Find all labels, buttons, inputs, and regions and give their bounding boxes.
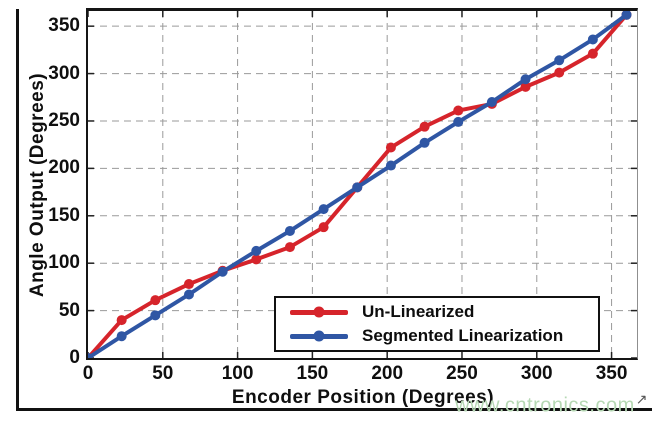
legend-label: Un-Linearized	[362, 302, 475, 321]
axis-ticks	[88, 11, 637, 358]
legend-label: Segmented Linearization	[362, 326, 564, 345]
x-tick-label: 350	[595, 363, 628, 384]
legend-circle-marker-icon	[313, 330, 325, 342]
y-tick-label: 250	[48, 109, 80, 131]
series-markers-segmented	[88, 11, 632, 358]
legend-item-unlinearized: Un-Linearized	[290, 302, 598, 322]
y-tick-label: 150	[48, 204, 80, 226]
watermark: www.cntronics.com↗	[455, 391, 648, 418]
y-tick-label: 200	[48, 157, 80, 179]
x-tick-label: 50	[152, 363, 174, 384]
y-tick-label: 350	[48, 15, 80, 37]
x-tick-label: 0	[82, 363, 94, 384]
y-tick-label: 100	[48, 252, 80, 274]
y-tick-label: 50	[58, 299, 80, 321]
legend-line-sample-blue	[290, 330, 348, 342]
x-tick-label: 100	[221, 363, 254, 384]
x-tick-label: 250	[446, 363, 478, 384]
x-tick-label: 300	[520, 363, 553, 384]
y-tick-label: 300	[48, 62, 80, 84]
legend-circle-marker-icon	[313, 306, 325, 318]
legend: Un-Linearized Segmented Linearization	[274, 296, 600, 352]
legend-item-segmented-linearization: Segmented Linearization	[290, 326, 598, 346]
x-axis-title: Encoder Position (Degrees)	[231, 387, 495, 408]
mouse-cursor-icon: ↗	[635, 391, 648, 407]
watermark-text: www.cntronics.com	[455, 394, 635, 417]
figure-frame	[16, 9, 652, 411]
x-tick-label: 200	[371, 363, 404, 384]
y-tick-label: 0	[69, 347, 80, 368]
chart-canvas	[88, 11, 637, 358]
legend-line-sample-red	[290, 306, 348, 318]
x-tick-label: 150	[296, 363, 329, 384]
